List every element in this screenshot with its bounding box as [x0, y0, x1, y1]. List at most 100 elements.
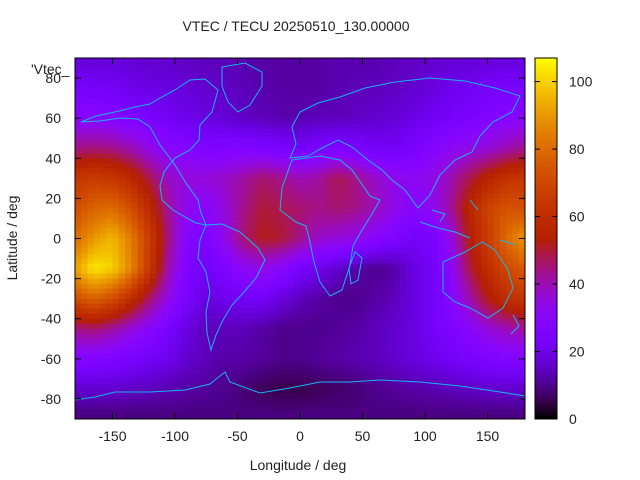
- heatmap-cell: [518, 288, 525, 295]
- heatmap-cell: [350, 358, 357, 365]
- heatmap-cell: [393, 398, 401, 405]
- heatmap-cell: [281, 173, 289, 179]
- heatmap-cell: [212, 303, 220, 310]
- heatmap-cell: [306, 228, 314, 235]
- heatmap-cell: [368, 163, 376, 169]
- heatmap-cell: [131, 373, 139, 380]
- heatmap-cell: [93, 388, 101, 395]
- heatmap-cell: [356, 113, 364, 119]
- heatmap-cell: [350, 98, 357, 104]
- heatmap-cell: [450, 398, 457, 405]
- heatmap-cell: [125, 318, 132, 325]
- heatmap-cell: [456, 333, 464, 340]
- heatmap-cell: [287, 258, 295, 265]
- heatmap-cell: [193, 108, 201, 114]
- heatmap-cell: [187, 133, 195, 139]
- heatmap-cell: [375, 348, 382, 355]
- heatmap-cell: [112, 178, 120, 184]
- heatmap-cell: [412, 118, 420, 124]
- heatmap-cell: [162, 358, 170, 365]
- heatmap-cell: [318, 138, 326, 144]
- heatmap-cell: [506, 333, 514, 340]
- heatmap-cell: [387, 73, 395, 79]
- heatmap-cell: [337, 368, 345, 375]
- heatmap-cell: [256, 363, 264, 370]
- heatmap-cell: [106, 358, 114, 365]
- heatmap-cell: [350, 73, 357, 79]
- heatmap-cell: [400, 128, 407, 134]
- heatmap-cell: [506, 308, 514, 315]
- heatmap-cell: [381, 208, 389, 215]
- heatmap-cell: [293, 58, 301, 64]
- heatmap-cell: [275, 73, 282, 79]
- heatmap-cell: [168, 208, 176, 215]
- heatmap-cell: [312, 373, 320, 380]
- heatmap-cell: [118, 258, 126, 265]
- heatmap-cell: [143, 278, 151, 285]
- heatmap-cell: [393, 123, 401, 129]
- heatmap-cell: [375, 258, 382, 265]
- heatmap-cell: [168, 318, 176, 325]
- heatmap-cell: [168, 393, 176, 400]
- heatmap-cell: [331, 128, 339, 134]
- heatmap-cell: [125, 78, 132, 84]
- heatmap-cell: [512, 108, 520, 114]
- heatmap-cell: [118, 158, 126, 164]
- heatmap-cell: [156, 133, 164, 139]
- heatmap-cell: [143, 373, 151, 380]
- heatmap-cell: [518, 183, 525, 189]
- heatmap-cell: [437, 278, 445, 285]
- heatmap-cell: [450, 338, 457, 345]
- heatmap-cell: [325, 323, 332, 330]
- heatmap-cell: [181, 313, 189, 320]
- heatmap-cell: [350, 383, 357, 390]
- heatmap-cell: [387, 338, 395, 345]
- heatmap-cell: [468, 303, 476, 310]
- heatmap-cell: [275, 343, 282, 350]
- heatmap-cell: [118, 93, 126, 99]
- heatmap-cell: [268, 328, 276, 335]
- heatmap-cell: [343, 138, 351, 144]
- heatmap-cell: [500, 313, 507, 320]
- heatmap-cell: [256, 93, 264, 99]
- heatmap-cell: [75, 378, 82, 385]
- heatmap-cell: [418, 88, 426, 94]
- heatmap-cell: [381, 173, 389, 179]
- heatmap-cell: [418, 328, 426, 335]
- heatmap-cell: [512, 198, 520, 204]
- heatmap-cell: [456, 303, 464, 310]
- heatmap-cell: [481, 248, 489, 255]
- heatmap-cell: [418, 223, 426, 230]
- heatmap-cell: [137, 338, 145, 345]
- heatmap-cell: [418, 128, 426, 134]
- heatmap-cell: [406, 283, 414, 290]
- heatmap-cell: [387, 153, 395, 159]
- heatmap-cell: [431, 328, 439, 335]
- heatmap-cell: [400, 88, 407, 94]
- heatmap-cell: [512, 168, 520, 174]
- heatmap-cell: [125, 398, 132, 405]
- heatmap-cell: [262, 93, 270, 99]
- heatmap-cell: [500, 118, 507, 124]
- heatmap-cell: [337, 383, 345, 390]
- heatmap-cell: [462, 353, 470, 360]
- heatmap-cell: [412, 248, 420, 255]
- heatmap-cell: [506, 258, 514, 265]
- heatmap-cell: [412, 288, 420, 295]
- heatmap-cell: [100, 83, 107, 89]
- heatmap-cell: [368, 123, 376, 129]
- heatmap-cell: [168, 98, 176, 104]
- heatmap-cell: [443, 138, 451, 144]
- heatmap-cell: [87, 263, 95, 270]
- heatmap-cell: [275, 113, 282, 119]
- heatmap-cell: [287, 393, 295, 400]
- heatmap-cell: [293, 338, 301, 345]
- heatmap-cell: [200, 268, 207, 275]
- heatmap-cell: [275, 323, 282, 330]
- heatmap-cell: [206, 273, 214, 280]
- heatmap-cell: [343, 253, 351, 260]
- heatmap-cell: [406, 158, 414, 164]
- heatmap-cell: [437, 213, 445, 220]
- heatmap-cell: [300, 123, 307, 129]
- heatmap-cell: [500, 383, 507, 390]
